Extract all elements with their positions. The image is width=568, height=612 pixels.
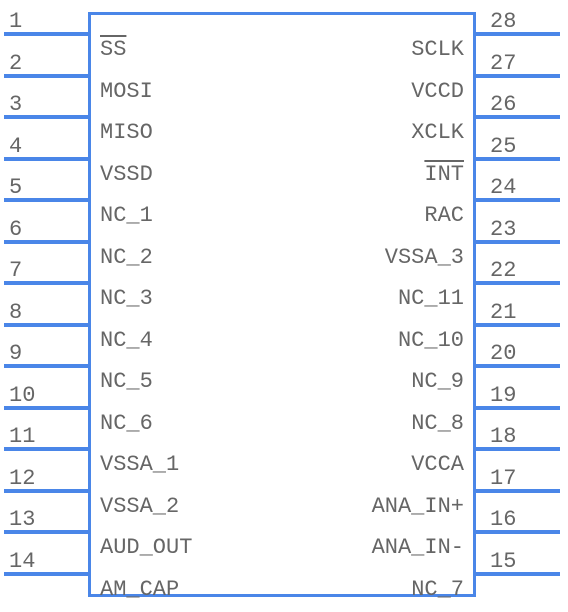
pin-number-13: 13 (9, 507, 79, 532)
pin-number-14: 14 (9, 549, 79, 574)
pin-number-6: 6 (9, 217, 79, 242)
pin-label-18: VCCA (411, 452, 464, 477)
pin-label-22: NC_11 (398, 286, 464, 311)
pin-label-14: AM_CAP (100, 577, 179, 602)
pin-label-4: VSSD (100, 162, 153, 187)
pin-label-26: XCLK (411, 120, 464, 145)
pin-number-9: 9 (9, 341, 79, 366)
pin-label-28: SCLK (411, 37, 464, 62)
pin-number-22: 22 (490, 258, 550, 283)
pin-number-23: 23 (490, 217, 550, 242)
pin-label-21: NC_10 (398, 328, 464, 353)
pin-number-7: 7 (9, 258, 79, 283)
pin-label-27: VCCD (411, 79, 464, 104)
pin-label-15: NC_7 (411, 577, 464, 602)
pin-number-3: 3 (9, 92, 79, 117)
pin-number-26: 26 (490, 92, 550, 117)
pin-label-9: NC_5 (100, 369, 153, 394)
pin-label-19: NC_8 (411, 411, 464, 436)
pin-label-8: NC_4 (100, 328, 153, 353)
pin-number-19: 19 (490, 383, 550, 408)
ic-pinout-diagram: 1SS2MOSI3MISO4VSSD5NC_16NC_27NC_38NC_49N… (0, 0, 568, 612)
pin-number-20: 20 (490, 341, 550, 366)
pin-number-24: 24 (490, 175, 550, 200)
pin-label-2: MOSI (100, 79, 153, 104)
pin-number-4: 4 (9, 134, 79, 159)
pin-label-20: NC_9 (411, 369, 464, 394)
pin-label-12: VSSA_2 (100, 494, 179, 519)
pin-label-1: SS (100, 37, 126, 62)
pin-number-2: 2 (9, 51, 79, 76)
pin-number-5: 5 (9, 175, 79, 200)
pin-label-5: NC_1 (100, 203, 153, 228)
pin-number-27: 27 (490, 51, 550, 76)
pin-label-13: AUD_OUT (100, 535, 192, 560)
pin-label-17: ANA_IN+ (372, 494, 464, 519)
pin-label-6: NC_2 (100, 245, 153, 270)
pin-number-28: 28 (490, 9, 550, 34)
pin-number-17: 17 (490, 466, 550, 491)
pin-label-11: VSSA_1 (100, 452, 179, 477)
pin-label-16: ANA_IN- (372, 535, 464, 560)
pin-number-1: 1 (9, 9, 79, 34)
pin-number-25: 25 (490, 134, 550, 159)
pin-number-15: 15 (490, 549, 550, 574)
pin-number-8: 8 (9, 300, 79, 325)
pin-label-25: INT (424, 162, 464, 187)
pin-number-18: 18 (490, 424, 550, 449)
pin-label-10: NC_6 (100, 411, 153, 436)
pin-number-12: 12 (9, 466, 79, 491)
pin-label-23: VSSA_3 (385, 245, 464, 270)
pin-label-3: MISO (100, 120, 153, 145)
pin-number-16: 16 (490, 507, 550, 532)
pin-number-11: 11 (9, 424, 79, 449)
pin-number-21: 21 (490, 300, 550, 325)
pin-label-7: NC_3 (100, 286, 153, 311)
pin-number-10: 10 (9, 383, 79, 408)
pin-label-24: RAC (424, 203, 464, 228)
